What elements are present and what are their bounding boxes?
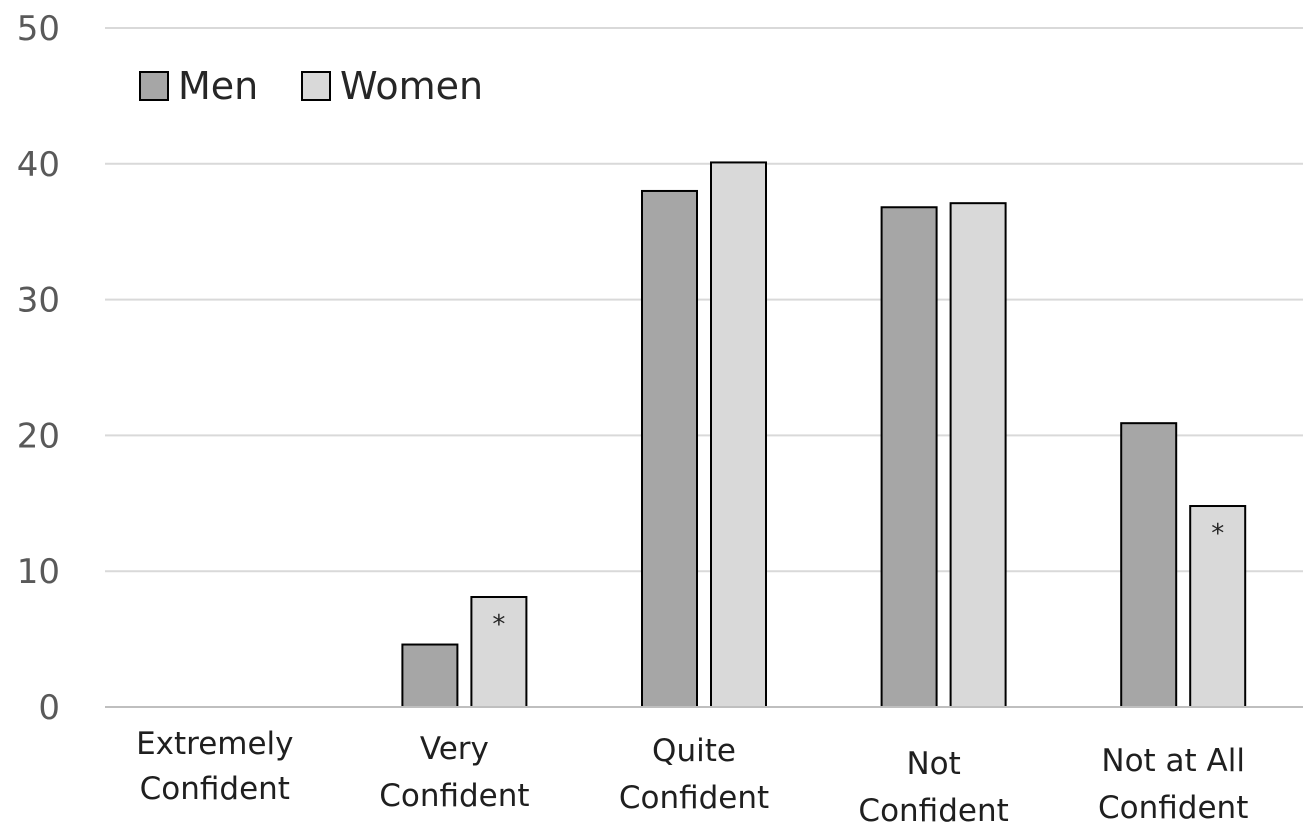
bar-men-2 <box>641 189 698 708</box>
x-axis-category-labels: Extremely Confident Very Confident Quite Conf… <box>136 726 1248 825</box>
y-tick-label-50: 50 <box>17 9 60 49</box>
y-tick-label-40: 40 <box>17 145 60 185</box>
bar-men-1 <box>401 643 459 708</box>
gridlines <box>105 27 1303 573</box>
bar-men-4 <box>1120 422 1178 708</box>
y-axis-tick-labels: 0 10 20 30 40 50 <box>17 9 60 728</box>
legend-item-women: Women <box>301 64 483 108</box>
annotations: ** <box>492 519 1224 640</box>
significance-marker-1: * <box>1211 519 1224 549</box>
y-tick-label-10: 10 <box>17 552 60 592</box>
x-category-label-4: Not at All Confident <box>1098 743 1248 825</box>
bar-women-1 <box>470 596 528 709</box>
significance-marker-0: * <box>492 610 505 640</box>
legend-swatch-women <box>301 71 331 101</box>
bar-men-3 <box>880 206 938 708</box>
x-category-label-1: Very Confident <box>379 731 529 814</box>
x-category-label-3: Not Confident <box>858 746 1008 825</box>
y-tick-label-0: 0 <box>38 688 60 728</box>
legend-swatch-men <box>139 71 169 101</box>
x-category-label-0: Extremely Confident <box>136 726 293 807</box>
x-category-label-2: Quite Confident <box>619 733 769 816</box>
bar-women-4 <box>1189 505 1247 708</box>
legend-item-men: Men <box>139 64 258 108</box>
y-tick-label-20: 20 <box>17 416 60 456</box>
bars <box>401 161 1247 709</box>
bar-women-2 <box>710 161 767 708</box>
y-tick-label-30: 30 <box>17 281 60 321</box>
legend: Men Women <box>139 64 483 108</box>
legend-label-women: Women <box>340 64 483 108</box>
bar-women-3 <box>949 202 1007 708</box>
legend-label-men: Men <box>178 64 258 108</box>
